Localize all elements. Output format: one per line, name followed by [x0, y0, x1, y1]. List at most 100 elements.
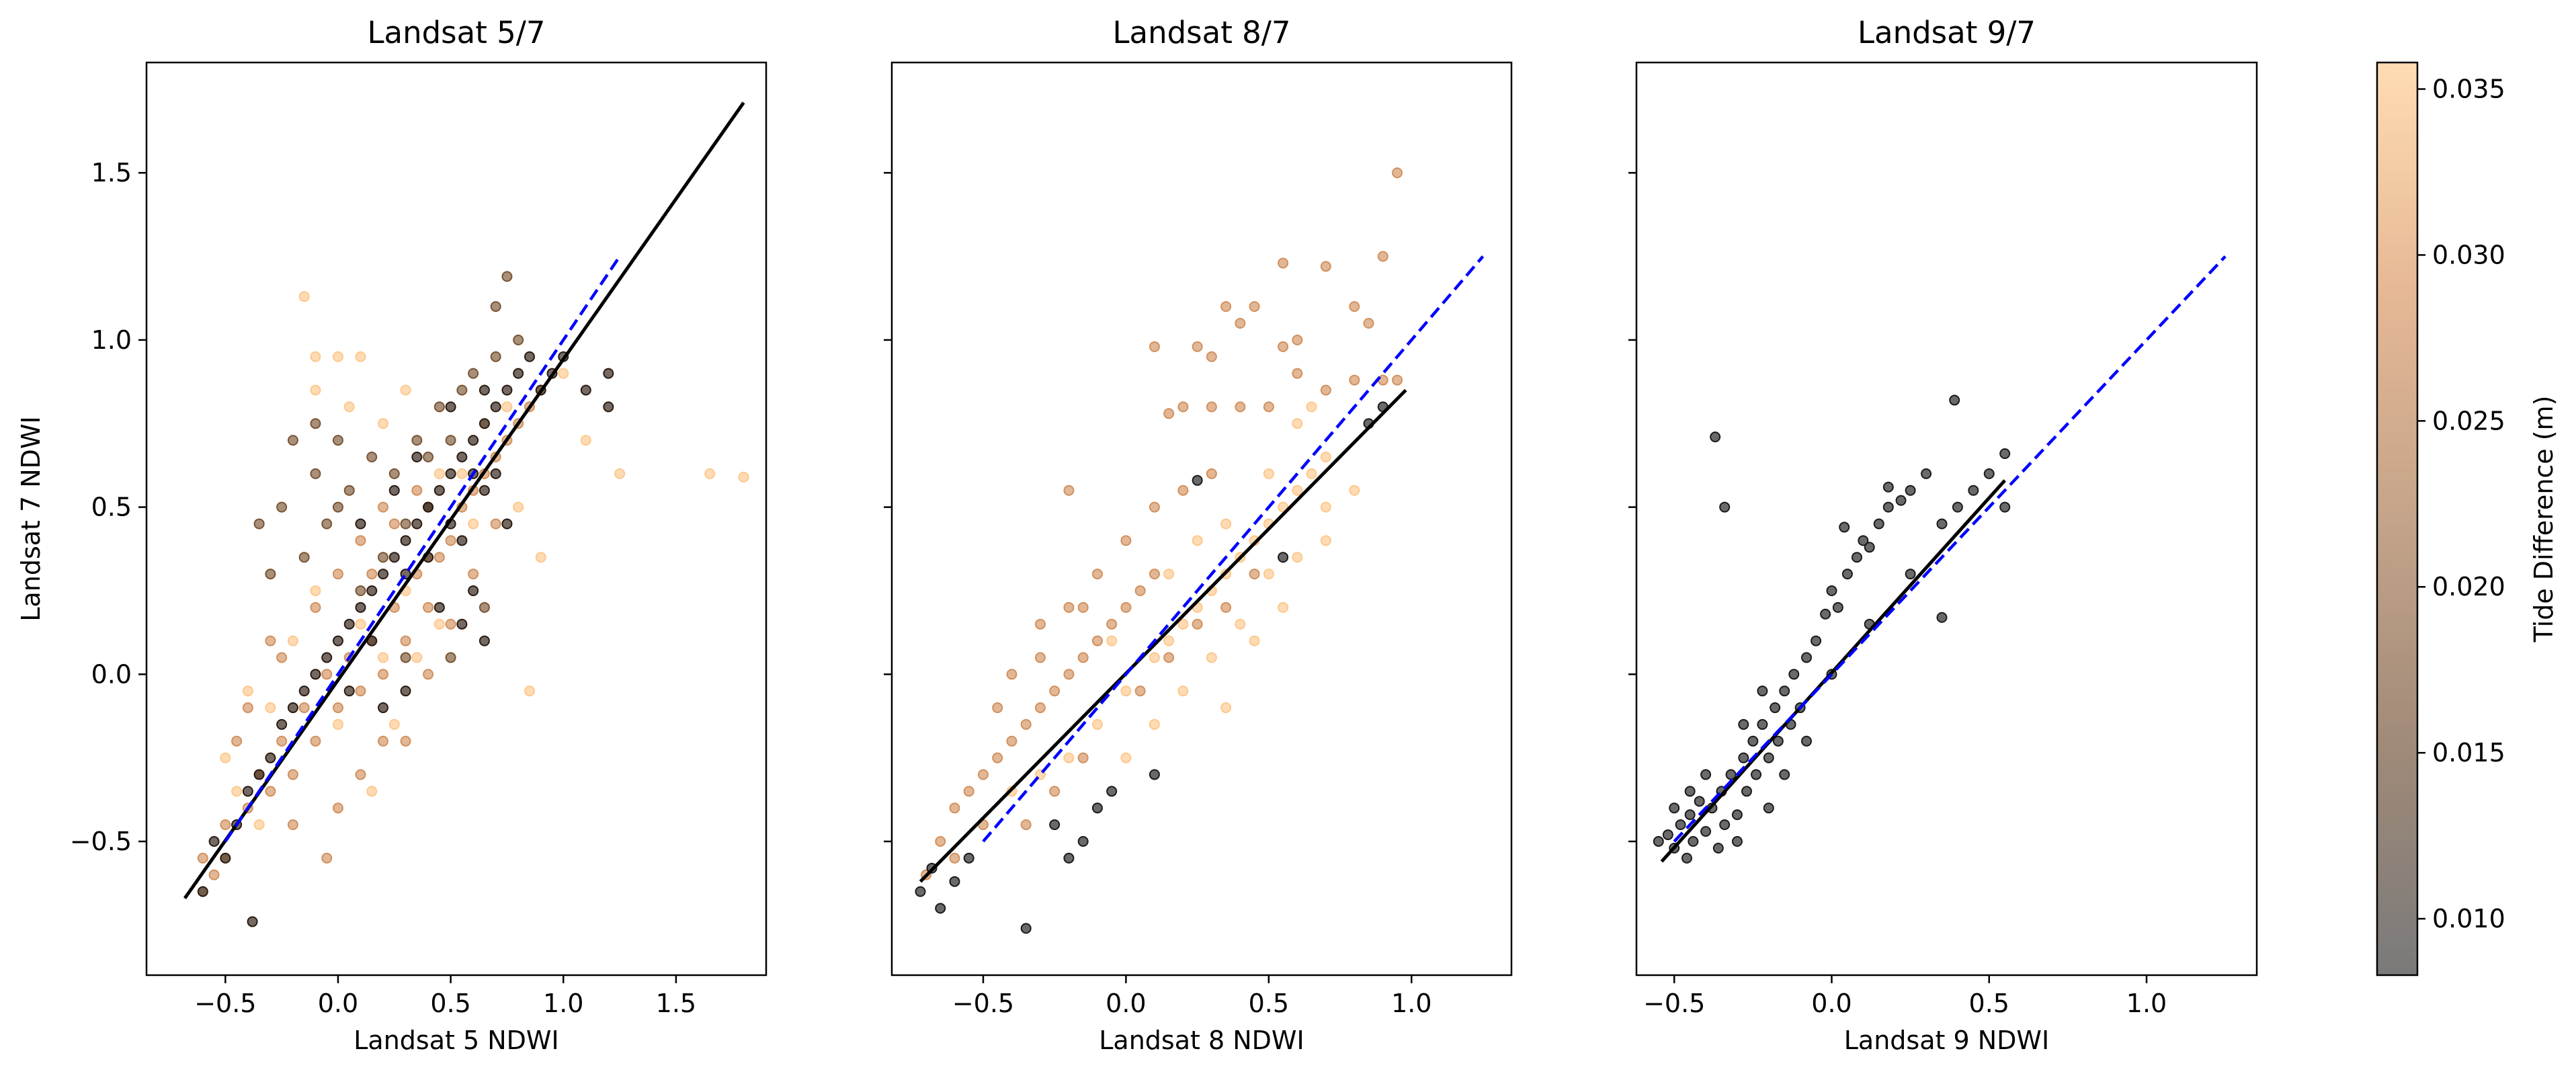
data-point [524, 351, 535, 362]
colorbar-tick-label: 0.035 [2432, 75, 2505, 104]
data-point [1675, 819, 1686, 831]
data-point [1134, 686, 1146, 697]
scatter-panel-1: −0.5 0.0 0.5 1.0 1.5 −0.5 0.0 0.5 1.0 1.5 Landsat … [16, 15, 767, 1055]
data-point [1106, 786, 1118, 797]
data-point [388, 718, 400, 730]
data-point [231, 786, 243, 797]
data-point [310, 468, 321, 479]
chart-title: Landsat 5/7 [367, 15, 545, 50]
data-point [1873, 518, 1884, 530]
data-point [614, 468, 626, 479]
data-point [445, 401, 456, 413]
regression-line [1660, 479, 2007, 863]
data-point [1905, 569, 1916, 580]
data-point [400, 735, 411, 747]
data-point [433, 618, 445, 630]
data-point [1091, 635, 1103, 647]
data-point [935, 903, 946, 914]
data-point [468, 569, 479, 580]
data-point [1034, 652, 1046, 663]
data-point [1192, 474, 1203, 486]
data-point [310, 601, 321, 613]
data-point [265, 569, 276, 580]
data-point [1731, 836, 1743, 847]
data-point [1983, 468, 1995, 479]
data-points [183, 101, 749, 927]
y-axis-label: Landsat 7 NDWI [16, 416, 46, 621]
data-point [1106, 635, 1118, 647]
data-point [479, 384, 490, 396]
plot-frame [1635, 61, 2258, 977]
data-point [388, 518, 400, 530]
data-point [501, 401, 513, 413]
data-point [1177, 618, 1189, 630]
x-tick-label: 1.0 [1391, 989, 1431, 1018]
data-point [247, 916, 258, 927]
data-point [332, 435, 343, 446]
x-tick-label: 1.0 [2126, 989, 2167, 1018]
data-point [1779, 769, 1790, 780]
data-point [1263, 401, 1274, 413]
data-point [378, 652, 389, 663]
data-point [388, 468, 400, 479]
data-point [287, 769, 298, 780]
data-point [1841, 569, 1853, 580]
data-point [1811, 635, 1822, 647]
data-point [1120, 601, 1132, 613]
data-point [1952, 501, 1963, 513]
data-point [400, 635, 411, 647]
data-point [1034, 702, 1046, 714]
data-point [1220, 518, 1232, 530]
data-point [535, 552, 546, 563]
data-point [1719, 819, 1731, 831]
data-point [298, 291, 310, 302]
data-point [411, 518, 423, 530]
data-point [949, 876, 960, 887]
data-point [366, 585, 378, 596]
data-point [1192, 535, 1203, 546]
x-tick-label: 0.5 [1969, 989, 2009, 1018]
data-point [298, 702, 310, 714]
y-tick-label: 1.0 [91, 325, 132, 355]
data-point [501, 518, 513, 530]
data-point [1801, 735, 1813, 747]
data-point [1741, 786, 1752, 797]
data-point [366, 451, 378, 462]
data-point [253, 518, 265, 530]
data-point [1235, 318, 1246, 329]
data-point [1063, 669, 1075, 680]
data-point [411, 485, 423, 496]
data-point [963, 852, 974, 864]
data-point [433, 401, 445, 413]
data-point [479, 485, 490, 496]
data-point [1220, 601, 1232, 613]
data-point [1779, 686, 1790, 697]
y-tick-label: 0.5 [91, 493, 132, 522]
x-tick-label: −0.5 [194, 989, 256, 1018]
data-point [1263, 468, 1274, 479]
data-point [1770, 702, 1781, 714]
data-point [433, 552, 445, 563]
data-point [400, 518, 411, 530]
one-to-one-line [982, 255, 1485, 843]
data-point [456, 384, 468, 396]
data-point [1320, 535, 1331, 546]
data-point [1747, 735, 1759, 747]
data-point [1220, 301, 1232, 313]
x-tick-label: 0.0 [1811, 989, 1852, 1018]
data-point [1851, 552, 1862, 563]
data-point [220, 852, 231, 864]
data-point [287, 819, 298, 831]
data-point [580, 384, 591, 396]
colorbar-tick-label: 0.030 [2432, 240, 2505, 269]
colorbar: 0.010 0.015 0.020 0.025 0.030 0.035 Tide Diffe… [2376, 61, 2559, 977]
x-tick-label: −0.5 [952, 989, 1014, 1018]
data-point [242, 686, 253, 697]
data-point [378, 702, 389, 714]
data-point [1763, 752, 1774, 763]
data-point [490, 301, 501, 313]
data-point [468, 368, 479, 379]
data-point [1731, 809, 1743, 821]
data-point [1968, 485, 1979, 496]
data-point [501, 384, 513, 396]
